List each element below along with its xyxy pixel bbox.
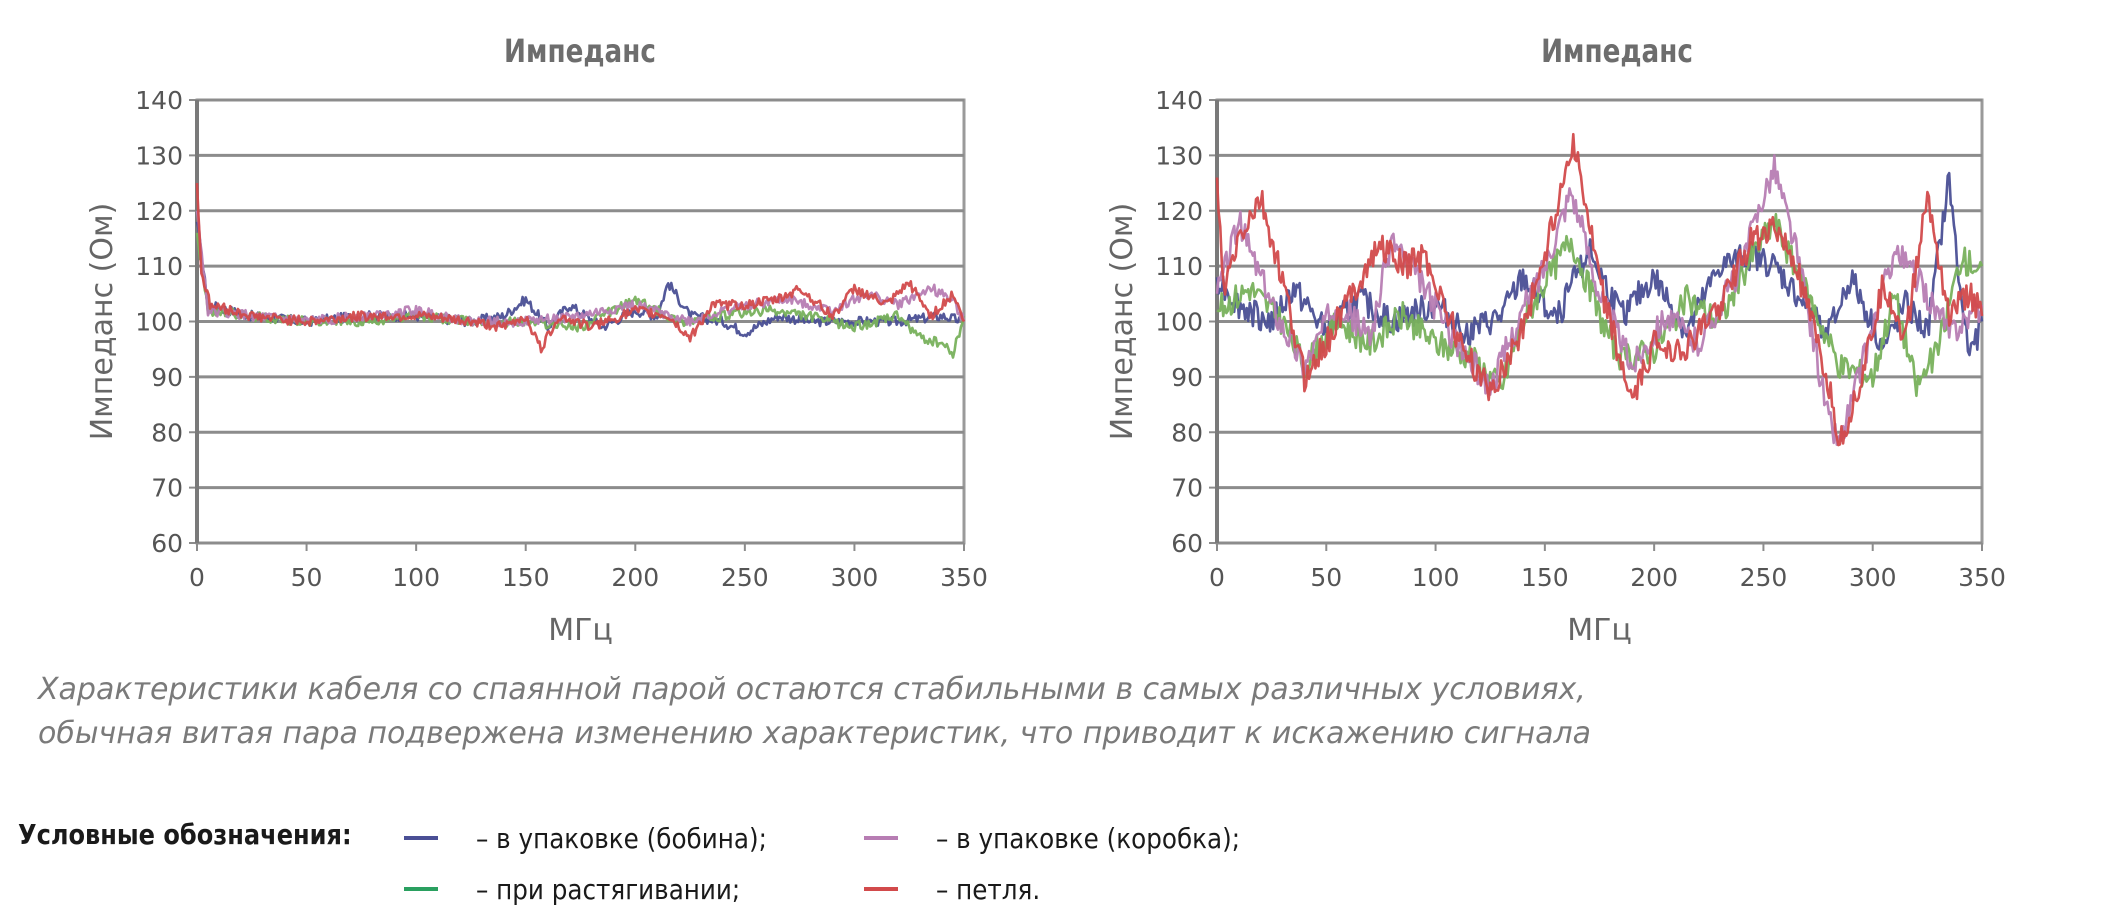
x-tick-label: 50: [1310, 563, 1342, 592]
y-tick-label: 130: [1155, 141, 1203, 170]
y-tick-label: 80: [151, 418, 183, 447]
legend-label-box: – в упаковке (коробка);: [936, 821, 1241, 855]
y-tick-label: 90: [1171, 363, 1203, 392]
legend-label-stretched: – при растягивании;: [476, 872, 741, 906]
x-tick-label: 250: [1740, 563, 1788, 592]
x-tick-label: 150: [502, 563, 550, 592]
legend-label-spool: – в упаковке (бобина);: [476, 821, 767, 855]
series-line-4: [1215, 132, 1984, 447]
chart-title: Импеданс: [504, 32, 656, 69]
chart-1: 60 70 80 90 100 110 120 130 140 0 50 100 150 200 250 30…: [85, 32, 988, 648]
x-tick-label: 0: [189, 563, 205, 592]
y-tick-label: 140: [135, 86, 183, 115]
impedance-chart-left: 60 70 80 90 100 110 120 130 140 0 50 100 150 200 250 30…: [85, 32, 2006, 648]
y-tick-label: 100: [1155, 308, 1203, 337]
x-axis-label: МГц: [548, 613, 613, 648]
x-tick-label: 100: [1412, 563, 1460, 592]
x-tick-label: 50: [291, 563, 323, 592]
charts-area: 60 70 80 90 100 110 120 130 140 0 50 100 150 200 250 30…: [85, 32, 2006, 648]
y-tick-label: 70: [151, 474, 183, 503]
y-tick-label: 80: [1171, 418, 1203, 447]
x-tick-label: 300: [831, 563, 879, 592]
y-axis-label: Импеданс (Ом): [85, 203, 120, 441]
series-line-4: [195, 183, 966, 354]
y-tick-label: 110: [135, 252, 183, 281]
chart-2: 60 70 80 90 100 110 120 130 140 0 50 100 150 200 250 30…: [1105, 32, 2006, 648]
y-tick-label: 60: [1171, 529, 1203, 558]
legend-swatch-stretched: [404, 887, 438, 891]
legend-item-spool: – в упаковке (бобина);: [404, 818, 807, 858]
legend-item-stretched: – при растягивании;: [404, 869, 776, 909]
legend-swatch-loop: [864, 887, 898, 891]
x-tick-label: 250: [721, 563, 769, 592]
legend-item-loop: – петля.: [864, 869, 1054, 909]
x-tick-label: 200: [1630, 563, 1678, 592]
y-tick-label: 60: [151, 529, 183, 558]
y-tick-label: 120: [135, 197, 183, 226]
x-tick-label: 300: [1849, 563, 1897, 592]
x-tick-label: 200: [611, 563, 659, 592]
x-axis-label: МГц: [1567, 613, 1632, 648]
caption-line-1: Характеристики кабеля со спаянной парой …: [38, 672, 1586, 707]
y-tick-label: 70: [1171, 474, 1203, 503]
y-tick-label: 90: [151, 363, 183, 392]
chart-title: Импеданс: [1541, 32, 1693, 69]
figure-caption: Характеристики кабеля со спаянной парой …: [38, 668, 1938, 756]
x-tick-label: 100: [392, 563, 440, 592]
caption-line-2: обычная витая пара подвержена изменению …: [38, 716, 1592, 751]
y-axis-label: Импеданс (Ом): [1105, 203, 1140, 441]
series-line-3: [1215, 154, 1984, 447]
x-tick-label: 350: [1958, 563, 2006, 592]
legend-swatch-spool: [404, 836, 438, 840]
x-tick-label: 150: [1521, 563, 1569, 592]
legend-item-box: – в упаковке (коробка);: [864, 818, 1282, 858]
legend-label-loop: – петля.: [936, 872, 1041, 906]
y-tick-label: 120: [1155, 197, 1203, 226]
x-tick-label: 350: [940, 563, 988, 592]
y-tick-label: 110: [1155, 252, 1203, 281]
legend-swatch-box: [864, 836, 898, 840]
x-tick-label: 0: [1209, 563, 1225, 592]
y-tick-label: 130: [135, 141, 183, 170]
y-tick-label: 140: [1155, 86, 1203, 115]
series-line-2: [1216, 212, 1984, 398]
y-tick-label: 100: [135, 308, 183, 337]
legend-title: Условные обозначения:: [18, 818, 352, 851]
